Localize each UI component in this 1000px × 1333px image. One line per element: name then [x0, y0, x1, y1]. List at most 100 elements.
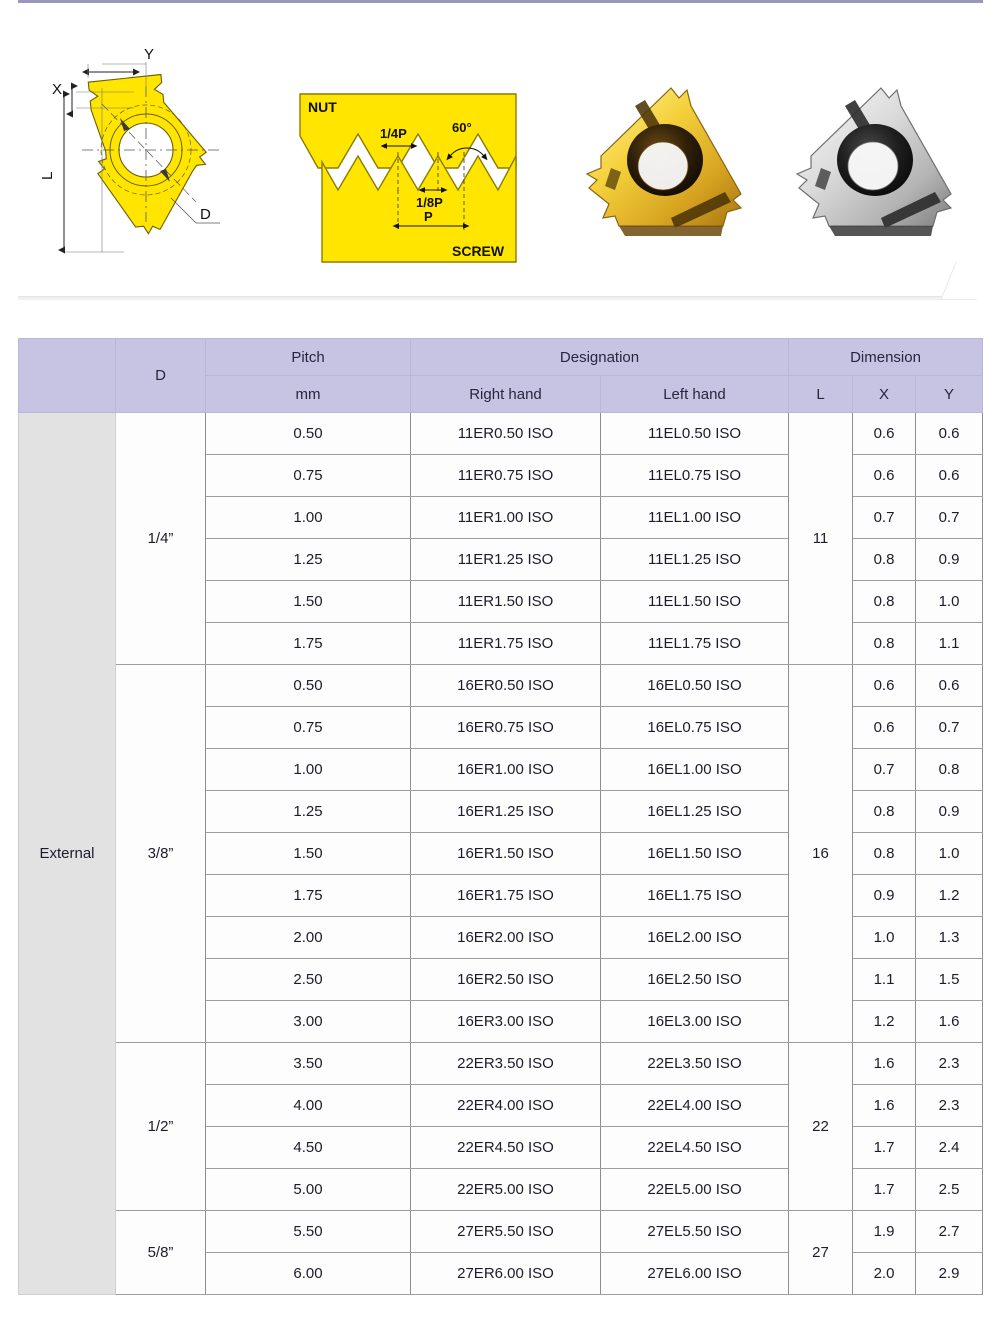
specification-table-container: D Pitch Designation Dimension mm Right h…: [18, 338, 984, 1295]
cell-y: 2.4: [914, 1126, 984, 1169]
cell-y: 1.3: [914, 916, 984, 959]
cell-left-hand: 16EL1.00 ISO: [600, 748, 789, 791]
cell-y: 2.7: [914, 1210, 984, 1253]
header-right-hand: Right hand: [410, 375, 601, 413]
table-row: 4.50 22ER4.50 ISO 22EL4.50 ISO 1.7 2.4: [19, 1126, 984, 1169]
cell-y: 0.8: [914, 748, 984, 791]
cell-x: 0.7: [852, 496, 916, 539]
cell-pitch-mm: 1.75: [205, 874, 411, 917]
cell-x: 1.7: [852, 1126, 916, 1169]
cell-pitch-mm: 1.75: [205, 622, 411, 665]
cell-x: 0.8: [852, 580, 916, 623]
cell-left-hand: 11EL0.50 ISO: [600, 412, 789, 455]
cell-pitch-mm: 3.50: [205, 1042, 411, 1085]
table-row: External 1/4” 0.50 11ER0.50 ISO 11EL0.50 ISO…: [18, 412, 984, 1295]
cell-pitch-mm: 1.25: [205, 790, 411, 833]
table-row: 3/8” 0.50 16ER0.50 ISO 16EL0.50 ISO 16 0.6 0.6: [19, 664, 984, 1043]
table-row: 5.00 22ER5.00 ISO 22EL5.00 ISO 1.7 2.5: [19, 1168, 984, 1211]
table-row: 1.25 11ER1.25 ISO 11EL1.25 ISO 0.8 0.9: [19, 538, 984, 581]
cell-diameter: 5/8”: [115, 1210, 206, 1295]
cell-pitch-mm: 1.25: [205, 538, 411, 581]
cell-left-hand: 16EL3.00 ISO: [600, 1000, 789, 1043]
cell-x: 1.1: [852, 958, 916, 1001]
cell-y: 1.0: [914, 832, 984, 875]
cell-right-hand: 16ER1.75 ISO: [410, 874, 601, 917]
cell-right-hand: 11ER1.75 ISO: [410, 622, 601, 665]
cell-right-hand: 27ER5.50 ISO: [410, 1210, 601, 1253]
cell-x: 0.8: [852, 538, 916, 581]
cell-right-hand: 11ER1.25 ISO: [410, 538, 601, 581]
cell-right-hand: 16ER2.00 ISO: [410, 916, 601, 959]
cell-pitch-mm: 4.00: [205, 1084, 411, 1127]
cell-y: 2.3: [914, 1042, 984, 1085]
label-screw: SCREW: [452, 243, 505, 259]
cell-x: 1.6: [852, 1042, 916, 1085]
cell-y: 2.3: [914, 1084, 984, 1127]
header-l: L: [788, 375, 853, 413]
cell-left-hand: 11EL0.75 ISO: [600, 454, 789, 497]
cell-left-hand: 16EL1.75 ISO: [600, 874, 789, 917]
label-x: X: [52, 81, 62, 98]
cell-x: 1.6: [852, 1084, 916, 1127]
gold-coated-insert-photo: [585, 87, 743, 236]
cell-right-hand: 22ER4.00 ISO: [410, 1084, 601, 1127]
cell-x: 2.0: [852, 1252, 916, 1295]
table-row: 1.50 11ER1.50 ISO 11EL1.50 ISO 0.8 1.0: [19, 580, 984, 623]
cell-right-hand: 16ER1.25 ISO: [410, 790, 601, 833]
header-mm: mm: [205, 375, 411, 413]
cell-x: 1.9: [852, 1210, 916, 1253]
cell-right-hand: 16ER0.75 ISO: [410, 706, 601, 749]
header-left-hand: Left hand: [600, 375, 789, 413]
cell-diameter: 3/8”: [115, 664, 206, 1043]
threading-insert-dimension-diagram: Y X L D: [39, 46, 220, 254]
header-pitch: Pitch: [205, 338, 411, 376]
cell-y: 0.9: [914, 538, 984, 581]
cell-right-hand: 16ER2.50 ISO: [410, 958, 601, 1001]
cell-x: 0.6: [852, 454, 916, 497]
cell-x: 1.7: [852, 1168, 916, 1211]
cell-y: 0.7: [914, 496, 984, 539]
cell-left-hand: 22EL4.00 ISO: [600, 1084, 789, 1127]
cell-y: 1.6: [914, 1000, 984, 1043]
table-row: 3.00 16ER3.00 ISO 16EL3.00 ISO 1.2 1.6: [19, 1000, 984, 1043]
cell-left-hand: 16EL1.25 ISO: [600, 790, 789, 833]
table-row: 5/8” 5.50 27ER5.50 ISO 27EL5.50 ISO 27 1.9 2.7: [19, 1210, 984, 1295]
cell-left-hand: 16EL0.75 ISO: [600, 706, 789, 749]
cell-pitch-mm: 1.00: [205, 748, 411, 791]
cell-pitch-mm: 0.50: [205, 412, 411, 455]
cell-pitch-mm: 0.50: [205, 664, 411, 707]
header-dimension: Dimension: [787, 338, 984, 376]
cell-y: 2.5: [914, 1168, 984, 1211]
header-row-1: D Pitch Designation Dimension: [18, 338, 984, 413]
label-eighth-p: 1/8P: [416, 195, 443, 210]
cell-left-hand: 27EL6.00 ISO: [600, 1252, 789, 1295]
cell-right-hand: 11ER1.50 ISO: [410, 580, 601, 623]
table-row: 1.25 16ER1.25 ISO 16EL1.25 ISO 0.8 0.9: [19, 790, 984, 833]
cell-right-hand: 16ER3.00 ISO: [410, 1000, 601, 1043]
cell-left-hand: 22EL4.50 ISO: [600, 1126, 789, 1169]
cell-x: 0.6: [852, 664, 916, 707]
table-row: 2.00 16ER2.00 ISO 16EL2.00 ISO 1.0 1.3: [19, 916, 984, 959]
cell-y: 0.9: [914, 790, 984, 833]
cell-right-hand: 27ER6.00 ISO: [410, 1252, 601, 1295]
specification-table: D Pitch Designation Dimension mm Right h…: [18, 338, 984, 1295]
cell-x: 0.8: [852, 622, 916, 665]
cell-left-hand: 22EL3.50 ISO: [600, 1042, 789, 1085]
cell-left-hand: 11EL1.00 ISO: [600, 496, 789, 539]
cell-left-hand: 11EL1.25 ISO: [600, 538, 789, 581]
table-header: D Pitch Designation Dimension mm Right h…: [18, 338, 984, 413]
cell-x: 0.6: [852, 706, 916, 749]
cell-x: 0.9: [852, 874, 916, 917]
top-accent-bar: [18, 0, 983, 3]
cell-length: 11: [788, 412, 853, 665]
cell-right-hand: 16ER1.00 ISO: [410, 748, 601, 791]
cell-y: 1.1: [914, 622, 984, 665]
cell-right-hand: 11ER0.50 ISO: [410, 412, 601, 455]
label-nut: NUT: [308, 99, 337, 115]
table-row: 1/2” 3.50 22ER3.50 ISO 22EL3.50 ISO 22 1.6 2.3: [19, 1042, 984, 1211]
label-quarter-p: 1/4P: [380, 126, 407, 141]
cell-pitch-mm: 0.75: [205, 706, 411, 749]
cell-right-hand: 22ER3.50 ISO: [410, 1042, 601, 1085]
cell-y: 0.6: [914, 412, 984, 455]
label-pitch: P: [424, 209, 433, 224]
